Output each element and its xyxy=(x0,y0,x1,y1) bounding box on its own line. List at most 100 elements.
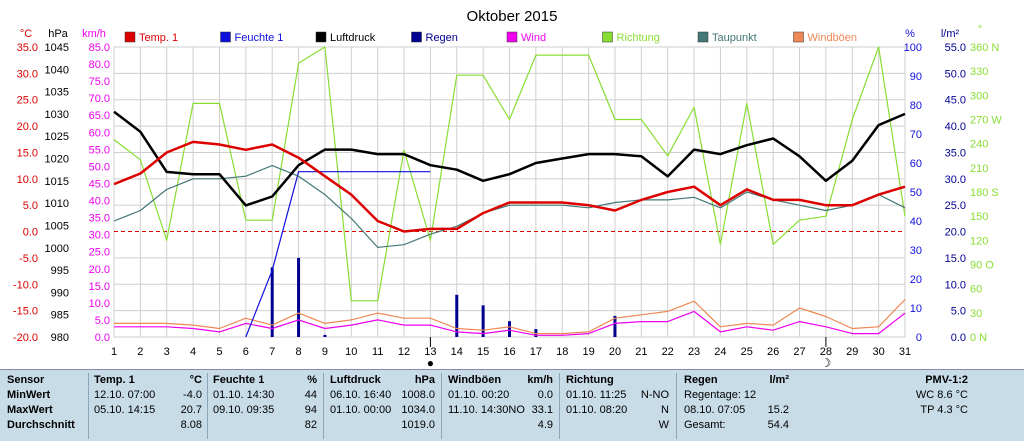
rain-max: 15.2 xyxy=(767,404,789,416)
wind-tick-label: 55.0 xyxy=(89,144,110,156)
temp-tick-label: -10.0 xyxy=(13,279,38,291)
temp-max: 20.7 xyxy=(180,404,202,416)
wind-tick-label: 50.0 xyxy=(89,161,110,173)
wind-tick-label: 20.0 xyxy=(89,264,110,276)
rain-bar xyxy=(297,257,301,337)
pressure-unit: hPa xyxy=(414,374,435,386)
direction-tick-label: 300 xyxy=(970,90,988,102)
humidity-tick-label: 60 xyxy=(910,158,922,170)
rain-max-date: 08.10. xyxy=(684,404,715,416)
legend-label: Luftdruck xyxy=(330,32,376,44)
column-divider xyxy=(88,373,89,439)
temp-tick-label: 35.0 xyxy=(17,42,38,54)
humidity-min: 44 xyxy=(304,389,317,401)
direction-tick-label: 0 N xyxy=(970,332,987,344)
humidity-tick-label: 0 xyxy=(916,332,922,344)
wind-tick-label: 25.0 xyxy=(89,247,110,259)
x-tick-label: 13 xyxy=(424,346,436,358)
humidity-min-date: 01.10. xyxy=(213,389,244,401)
rain-bar xyxy=(455,294,459,337)
temp-tick-label: 20.0 xyxy=(17,121,38,133)
wind-tick-label: 15.0 xyxy=(89,281,110,293)
x-tick-label: 7 xyxy=(269,346,275,358)
wind-tick-label: 45.0 xyxy=(89,178,110,190)
x-tick-label: 28 xyxy=(820,346,832,358)
wind-tick-label: 5.0 xyxy=(95,315,110,327)
pressure-tick-label: 990 xyxy=(51,287,69,299)
legend-label: Temp. 1 xyxy=(139,32,178,44)
rain-tick-label: 25.0 xyxy=(945,200,966,212)
x-tick-label: 3 xyxy=(164,346,170,358)
legend-swatch xyxy=(220,31,231,43)
moon-phase-icon: ☽ xyxy=(821,356,832,369)
pressure-tick-label: 1030 xyxy=(45,109,69,121)
legend-label: Richtung xyxy=(617,32,660,44)
summary-rain: Regen l/m² Regentage: 12 08.10. 07:05 15.2… xyxy=(684,374,789,440)
wind-axis-unit: km/h xyxy=(82,28,106,40)
direction-avg: W xyxy=(658,419,669,431)
x-tick-label: 26 xyxy=(767,346,779,358)
rain-tick-label: 5.0 xyxy=(951,306,966,318)
pmv-header: PMV-1:2 xyxy=(925,374,968,386)
moon-phase-icon: ● xyxy=(427,356,434,369)
rain-tick-label: 15.0 xyxy=(945,253,966,265)
direction-axis-unit: ° xyxy=(978,24,982,36)
wind-series-line xyxy=(114,310,906,336)
rain-tick-label: 0.0 xyxy=(951,332,966,344)
direction-max-time: 08:20 xyxy=(599,404,628,416)
x-tick-label: 12 xyxy=(398,346,410,358)
temp-tick-label: 5.0 xyxy=(23,200,38,212)
direction-tick-label: 270 W xyxy=(970,115,1002,127)
direction-series-line xyxy=(113,46,906,302)
humidity-tick-label: 100 xyxy=(904,42,922,54)
temp-tick-label: -20.0 xyxy=(13,332,38,344)
chart-title: Oktober 2015 xyxy=(467,8,558,25)
gust-series-line xyxy=(114,299,906,335)
direction-tick-label: 210 xyxy=(970,163,988,175)
temp-axis-unit: °C xyxy=(20,28,32,40)
rain-tick-label: 45.0 xyxy=(945,95,966,107)
weather-chart: Oktober 2015 °C hPa km/h% l/m² ° Temp. 1 Feucht… xyxy=(13,8,1002,369)
rain-total-label: Gesamt: xyxy=(684,419,726,431)
column-divider xyxy=(676,373,677,439)
summary-temp: Temp. 1 °C 12.10. 07:00 -4.0 05.10. 14:15 2… xyxy=(94,374,202,440)
temp-tick-label: 0.0 xyxy=(23,227,38,239)
direction-max-date: 01.10. xyxy=(566,404,597,416)
temp-tick-label: 30.0 xyxy=(17,68,38,80)
humidity-tick-label: 40 xyxy=(910,216,922,228)
x-tick-label: 23 xyxy=(688,346,700,358)
wind-tick-label: 35.0 xyxy=(89,213,110,225)
column-divider xyxy=(207,373,208,439)
rain-header: Regen xyxy=(684,374,718,386)
rain-tick-label: 30.0 xyxy=(945,174,966,186)
pressure-tick-label: 1020 xyxy=(45,154,69,166)
wind-tick-label: 40.0 xyxy=(89,196,110,208)
humidity-min-time: 14:30 xyxy=(246,389,275,401)
pmv-tp: TP 4.3 °C xyxy=(920,404,968,416)
rain-bar xyxy=(613,315,617,337)
direction-tick-label: 150 xyxy=(970,211,988,223)
rain-tick-label: 50.0 xyxy=(945,68,966,80)
wind-tick-label: 75.0 xyxy=(89,76,110,88)
x-tick-label: 18 xyxy=(556,346,568,358)
direction-tick-label: 240 xyxy=(970,139,988,151)
summary-table: Sensor MinWert MaxWert Durchschnitt Temp… xyxy=(0,369,1024,441)
gust-max: 33.1 xyxy=(531,404,553,416)
x-tick-label: 9 xyxy=(322,346,328,358)
temp-series-line xyxy=(113,140,906,233)
x-tick-label: 20 xyxy=(609,346,621,358)
rain-tick-label: 20.0 xyxy=(945,227,966,239)
temp-tick-label: -5.0 xyxy=(19,253,38,265)
humidity-tick-label: 30 xyxy=(910,245,922,257)
x-tick-label: 10 xyxy=(345,346,357,358)
temp-tick-label: -15.0 xyxy=(13,306,38,318)
wind-tick-label: 10.0 xyxy=(89,298,110,310)
pressure-tick-label: 1025 xyxy=(45,131,69,143)
gust-max-date: 11.10. xyxy=(448,404,478,416)
pressure-tick-label: 1000 xyxy=(45,243,69,255)
x-tick-label: 22 xyxy=(662,346,674,358)
column-divider xyxy=(559,373,560,439)
x-tick-label: 5 xyxy=(216,346,222,358)
label-min: MinWert xyxy=(7,389,51,401)
rain-days: Regentage: 12 xyxy=(684,389,757,401)
